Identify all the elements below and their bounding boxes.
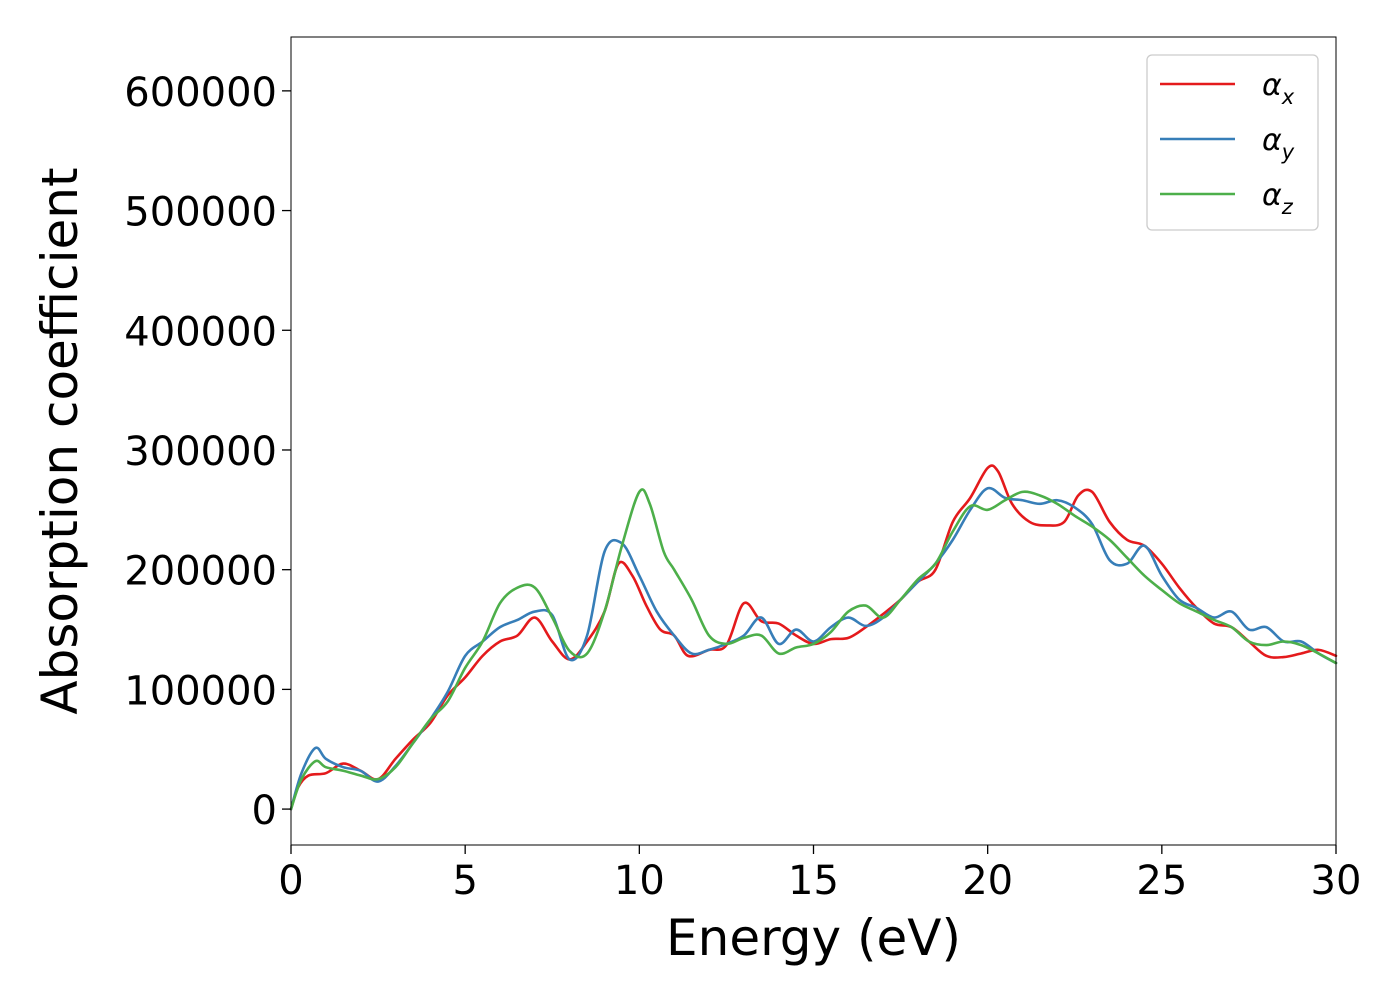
legend-label-subscript: x [1281, 85, 1295, 109]
y-axis-title: Absorption coefficient [31, 167, 89, 714]
legend-label-z: αz [1262, 178, 1294, 219]
legend-label-base: α [1262, 68, 1282, 103]
y-tick-label: 300000 [124, 429, 277, 475]
plot-lines [289, 464, 1338, 811]
x-axis-title: Energy (eV) [666, 909, 961, 967]
legend-label-y: αy [1262, 123, 1295, 164]
y-tick-label: 400000 [124, 309, 277, 355]
x-tick-label: 25 [1136, 858, 1187, 904]
series-line-y [289, 486, 1338, 811]
series-line-x [289, 464, 1338, 811]
y-tick-label: 100000 [124, 668, 277, 714]
x-tick-label: 20 [962, 858, 1013, 904]
x-tick-label: 30 [1311, 858, 1362, 904]
legend-label-subscript: z [1281, 195, 1294, 219]
y-tick-label: 200000 [124, 549, 277, 595]
x-tick-label: 5 [452, 858, 477, 904]
y-tick-label: 600000 [124, 70, 277, 116]
x-tick-label: 10 [614, 858, 665, 904]
y-tick-label: 500000 [124, 190, 277, 236]
series-line-z [289, 488, 1338, 811]
legend-label-base: α [1262, 178, 1282, 213]
x-tick-label: 0 [278, 858, 303, 904]
legend-label-base: α [1262, 123, 1282, 158]
y-tick-label: 0 [252, 788, 277, 834]
legend-label-subscript: y [1281, 140, 1295, 164]
legend-label-x: αx [1262, 68, 1295, 109]
y-axis: 0 100000 200000 300000 400000 500000 600000 [124, 70, 291, 834]
x-tick-label: 15 [788, 858, 839, 904]
legend-box [1146, 54, 1319, 231]
x-axis: 0 5 10 15 20 25 30 [278, 845, 1361, 904]
